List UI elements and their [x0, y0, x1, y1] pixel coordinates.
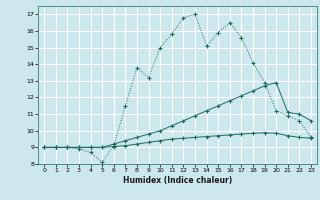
X-axis label: Humidex (Indice chaleur): Humidex (Indice chaleur) — [123, 176, 232, 185]
